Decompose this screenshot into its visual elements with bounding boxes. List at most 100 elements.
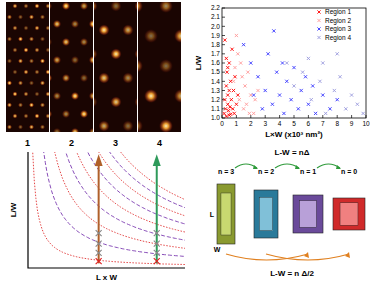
marker	[96, 230, 102, 236]
x-axis-label: L x W	[96, 273, 118, 282]
particle	[120, 118, 136, 132]
particle	[6, 2, 8, 9]
x-tick	[294, 115, 295, 118]
particle	[141, 26, 161, 46]
point	[321, 93, 324, 96]
y-tick-label: 1.7	[211, 50, 220, 57]
particle	[51, 90, 63, 102]
axes	[28, 152, 185, 268]
x-tick-label: 6	[307, 120, 311, 127]
x-tick-label: 2	[249, 120, 253, 127]
particle	[39, 35, 46, 42]
shape-label: n = 3	[218, 168, 234, 175]
y-tick-label: 1.0	[211, 114, 220, 121]
y-tick	[222, 63, 225, 64]
image-strip	[138, 2, 181, 132]
particle	[69, 126, 81, 132]
particle	[28, 57, 35, 64]
dimension-label: L	[210, 211, 215, 218]
particle	[138, 2, 146, 16]
point	[252, 112, 255, 115]
point	[231, 107, 234, 110]
particle	[6, 112, 8, 119]
particle	[28, 101, 35, 108]
particle	[51, 126, 63, 132]
contour	[31, 152, 185, 216]
y-tick	[222, 72, 225, 73]
crystal-top	[340, 203, 358, 225]
marker	[154, 258, 160, 264]
point	[321, 61, 324, 64]
contour	[31, 152, 185, 240]
particle	[94, 2, 100, 14]
particle	[17, 79, 24, 86]
particle	[69, 18, 81, 30]
point	[230, 48, 233, 51]
shape-label: n = 1	[300, 168, 316, 175]
y-tick	[222, 81, 225, 82]
particle	[33, 24, 40, 31]
y-tick-label: 1.1	[211, 105, 220, 112]
equation: L-W = nΔ	[275, 148, 310, 157]
point	[226, 66, 229, 69]
particle	[6, 13, 13, 20]
point	[318, 80, 321, 83]
marker	[154, 241, 160, 247]
image-label: 1	[25, 138, 30, 148]
point	[243, 84, 246, 87]
point	[254, 98, 257, 101]
x-tick-label: 1	[235, 120, 239, 127]
arrow	[98, 164, 100, 264]
particle	[171, 26, 181, 46]
y-axis-label: L/W	[194, 55, 203, 70]
legend-marker	[317, 36, 320, 39]
x-tick	[337, 115, 338, 118]
point	[235, 103, 238, 106]
curves	[31, 152, 185, 265]
x-tick-label: 0	[220, 120, 224, 127]
shape-label: n = 0	[341, 168, 357, 175]
particle	[44, 46, 49, 53]
crystal-top	[221, 193, 231, 235]
particle	[120, 70, 136, 86]
particle	[6, 46, 8, 53]
y-tick	[222, 90, 225, 91]
y-axis-label: L/W	[9, 202, 18, 217]
point	[239, 61, 242, 64]
x-tick	[279, 115, 280, 118]
image-strip	[6, 2, 49, 132]
particle	[132, 94, 137, 110]
particle	[94, 46, 100, 62]
point	[336, 98, 339, 101]
point	[225, 57, 228, 60]
particle	[39, 101, 46, 108]
transition-arrow	[317, 164, 340, 168]
y-tick	[222, 118, 225, 119]
point	[310, 98, 313, 101]
point	[328, 107, 331, 110]
image-label: 3	[113, 138, 118, 148]
y-tick	[222, 26, 225, 27]
marker	[154, 250, 160, 256]
x-tick-label: 8	[335, 120, 339, 127]
particle	[44, 90, 49, 97]
particle	[39, 57, 46, 64]
legend: Region 1Region 2Region 3Region 4	[317, 8, 351, 42]
y-tick	[222, 17, 225, 18]
point	[350, 93, 353, 96]
particle	[6, 79, 13, 86]
particle	[22, 2, 29, 9]
particle	[39, 79, 46, 86]
point	[249, 61, 252, 64]
x-tick	[366, 115, 367, 118]
arrow-head	[295, 165, 300, 169]
particle	[132, 46, 137, 62]
particle	[87, 18, 93, 30]
point	[233, 112, 236, 115]
point	[252, 93, 255, 96]
legend-label: Region 2	[325, 17, 351, 25]
image-label: 4	[157, 138, 162, 148]
point	[324, 112, 327, 115]
point	[307, 103, 310, 106]
particle	[50, 36, 54, 48]
